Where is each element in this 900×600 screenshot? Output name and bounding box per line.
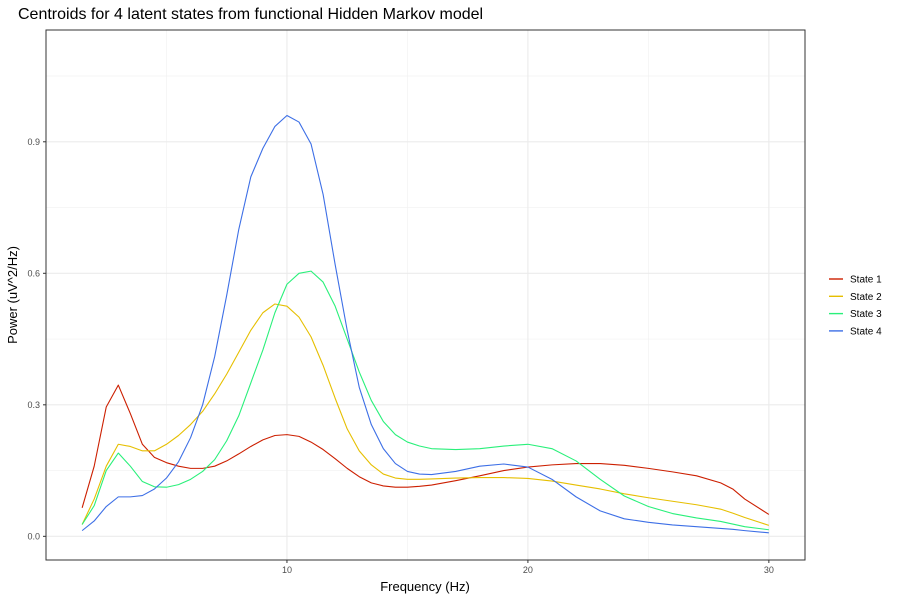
series-line-state-2 (81, 303, 770, 526)
x-tick-label: 10 (282, 565, 292, 575)
x-tick-label: 20 (523, 565, 533, 575)
series-line-state-4 (81, 114, 769, 534)
y-tick-label: 0.3 (27, 400, 40, 410)
y-tick-label: 0.6 (27, 268, 40, 278)
plot-border (45, 29, 806, 561)
major-grid (46, 30, 805, 560)
chart-title: Centroids for 4 latent states from funct… (18, 6, 483, 23)
plot-panel (45, 29, 806, 561)
legend-label-state-4: State 4 (850, 326, 882, 337)
series-line-state-1 (81, 384, 770, 515)
plot-background (46, 30, 805, 560)
series-lines (81, 114, 770, 534)
x-axis-ticks: 10 20 30 (282, 560, 774, 575)
y-tick-label: 0.9 (27, 137, 40, 147)
series-line-state-3 (81, 270, 769, 531)
y-axis-title: Power (uV^2/Hz) (5, 246, 20, 344)
legend: State 1 State 2 State 3 State 4 (829, 275, 882, 337)
x-tick-label: 30 (764, 565, 774, 575)
y-axis-ticks: 0.0 0.3 0.6 0.9 (27, 137, 46, 541)
legend-label-state-2: State 2 (850, 292, 882, 303)
legend-label-state-1: State 1 (850, 275, 882, 286)
x-axis-title: Frequency (Hz) (380, 579, 470, 594)
y-tick-label: 0.0 (27, 531, 40, 541)
legend-label-state-3: State 3 (850, 309, 882, 320)
